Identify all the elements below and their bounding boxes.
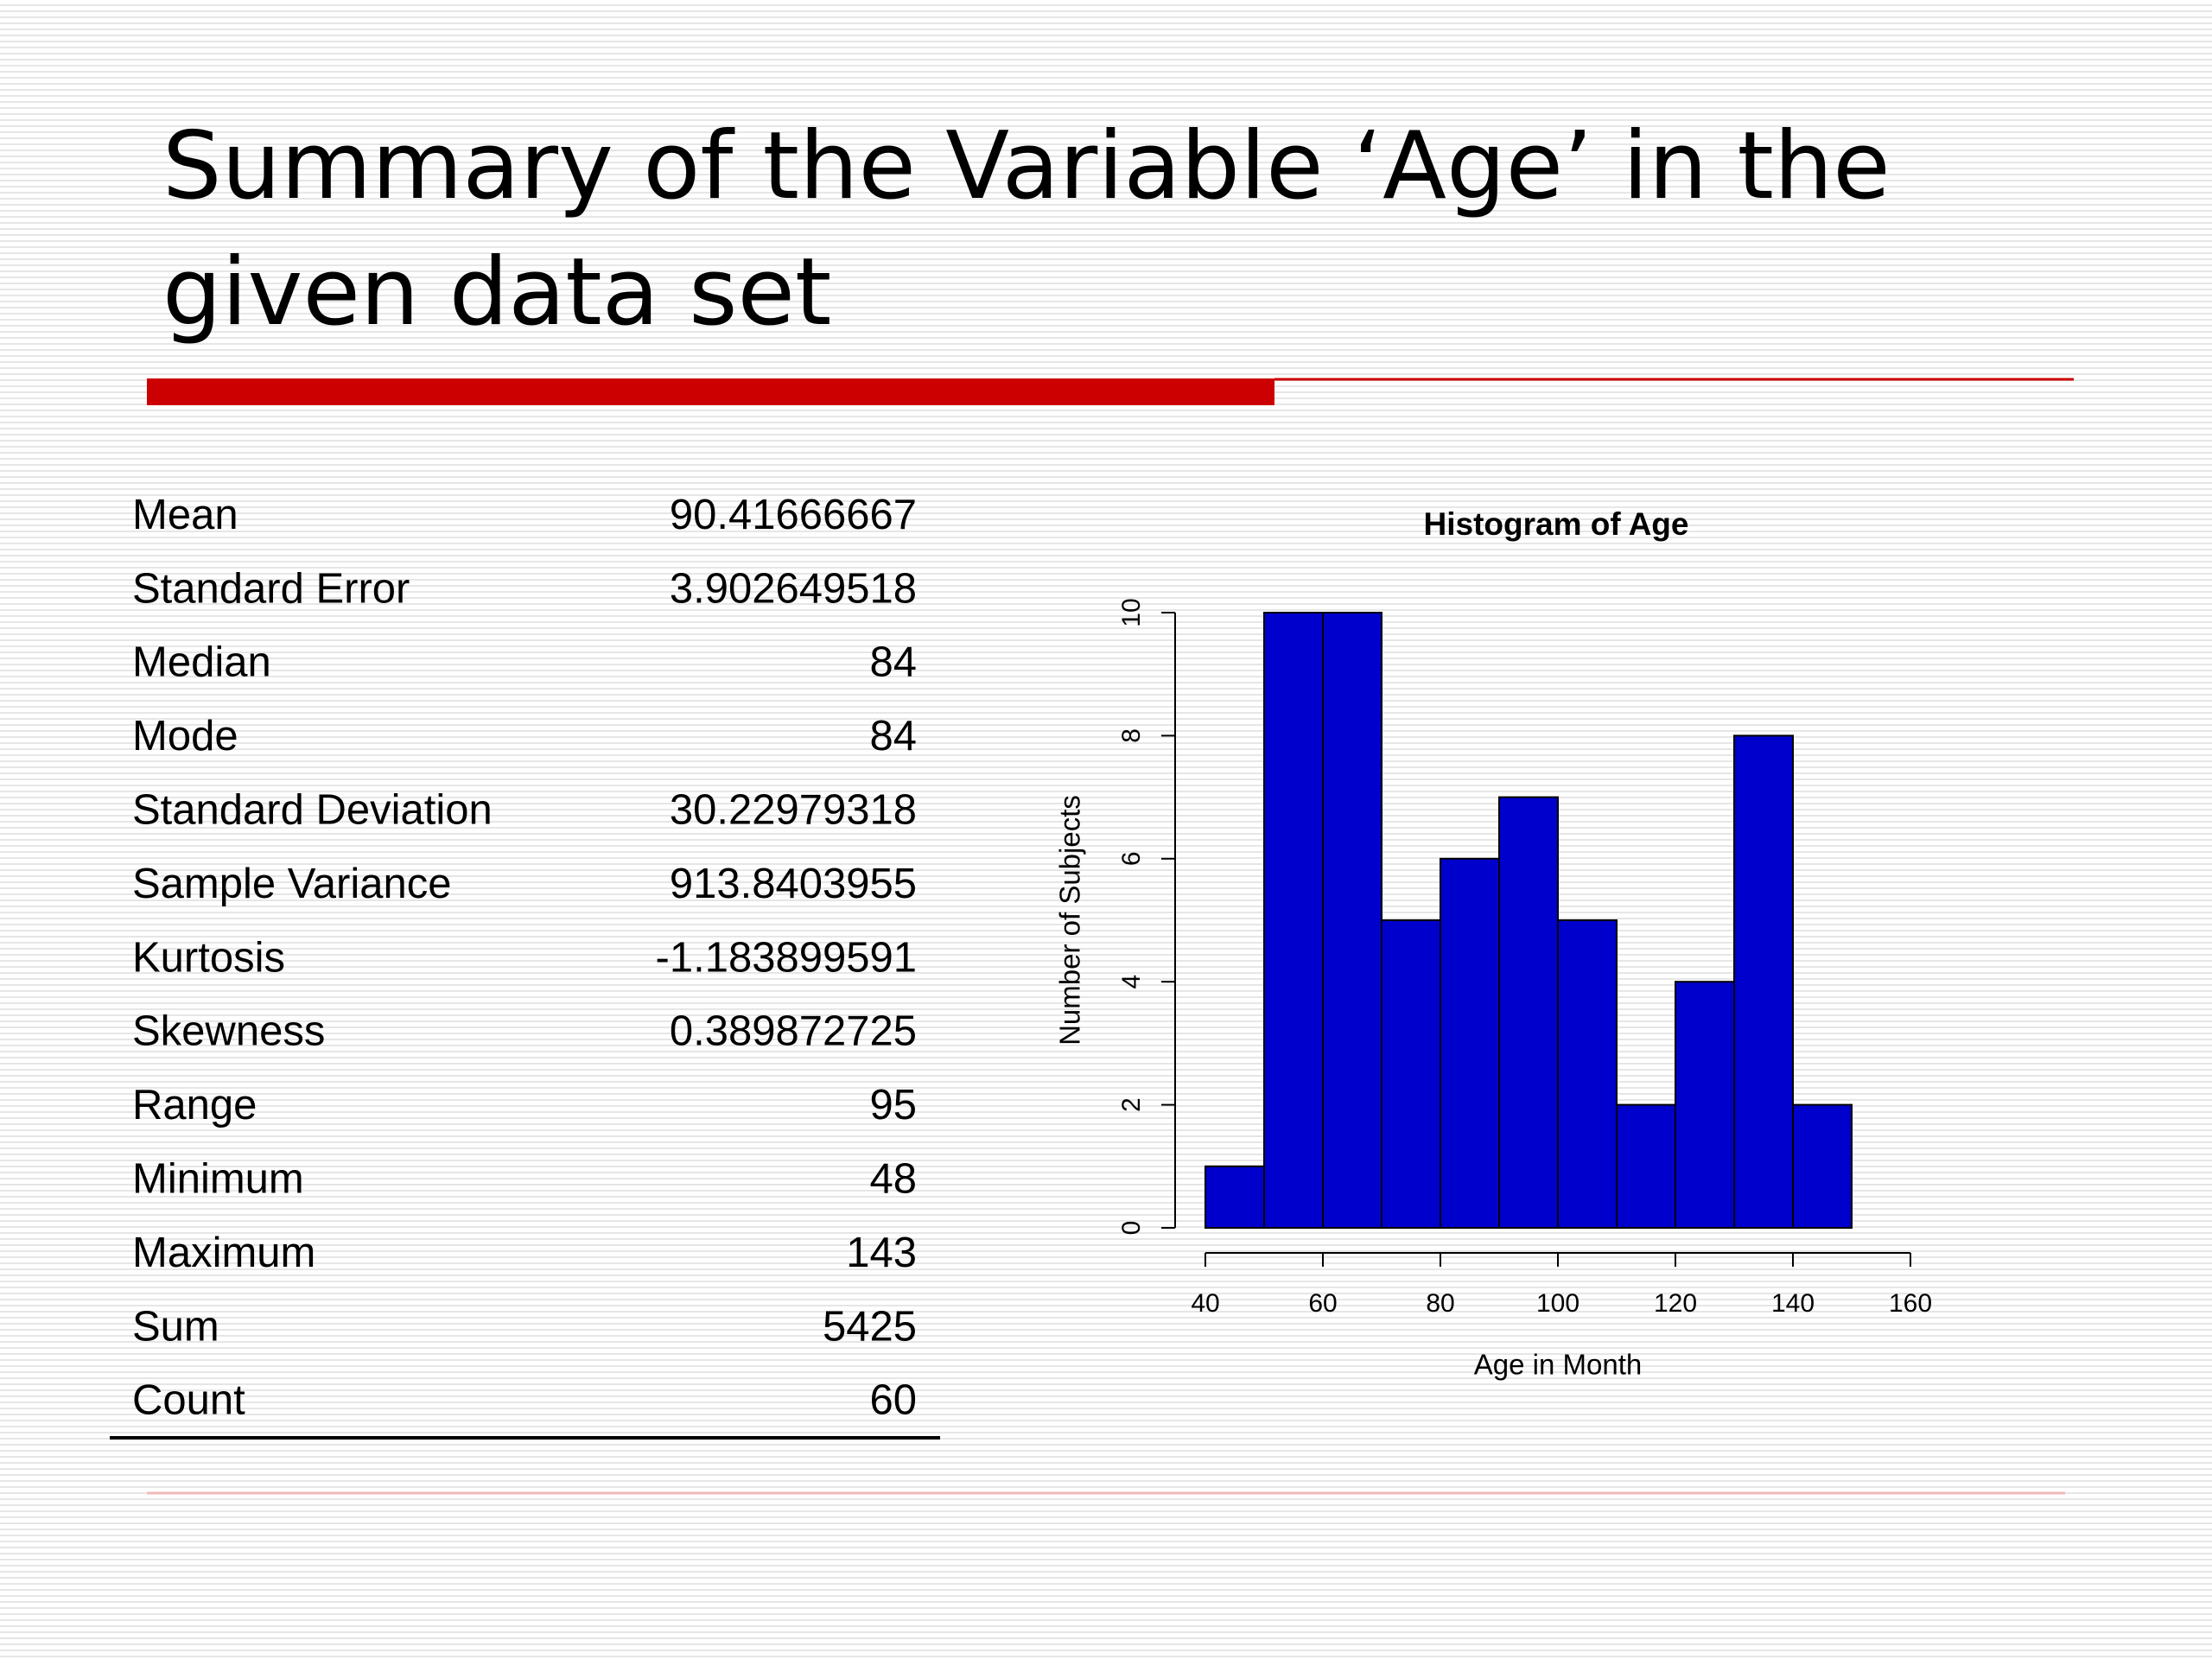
chart-title: Histogram of Age xyxy=(1424,506,1689,542)
row-label: Median xyxy=(132,639,271,686)
row-value: -1.183899591 xyxy=(656,934,917,981)
x-tick-label: 140 xyxy=(1771,1289,1815,1318)
row-label: Minimum xyxy=(132,1156,304,1203)
row-label: Kurtosis xyxy=(132,934,285,981)
y-axis-label: Number of Subjects xyxy=(1054,795,1086,1046)
bar xyxy=(1263,612,1324,1229)
row-value: 5425 xyxy=(823,1303,917,1350)
row-value: 48 xyxy=(869,1156,917,1203)
y-tick-label: 8 xyxy=(1117,728,1146,743)
row-label: Standard Error xyxy=(132,565,410,612)
row-value: 84 xyxy=(869,713,917,760)
x-tick-label: 40 xyxy=(1191,1289,1219,1318)
x-axis-label: Age in Month xyxy=(1474,1349,1642,1381)
row-value: 30.22979318 xyxy=(670,787,917,834)
row-value: 143 xyxy=(846,1230,917,1276)
bar xyxy=(1792,1103,1853,1229)
y-tick-label: 10 xyxy=(1117,598,1146,626)
row-label: Range xyxy=(132,1082,257,1128)
bar xyxy=(1381,919,1441,1229)
x-tick-label: 80 xyxy=(1426,1289,1454,1318)
row-value: 60 xyxy=(869,1377,917,1424)
bar xyxy=(1675,981,1735,1229)
row-label: Skewness xyxy=(132,1008,325,1055)
bar xyxy=(1557,919,1618,1229)
row-value: 95 xyxy=(869,1082,917,1128)
row-label: Sample Variance xyxy=(132,861,452,907)
row-label: Maximum xyxy=(132,1230,315,1276)
bar xyxy=(1733,734,1794,1229)
x-tick-label: 160 xyxy=(1889,1289,1932,1318)
row-value: 84 xyxy=(869,639,917,686)
row-value: 913.8403955 xyxy=(670,861,917,907)
y-tick-label: 4 xyxy=(1117,975,1146,989)
y-tick-label: 6 xyxy=(1117,851,1146,866)
bar xyxy=(1205,1165,1265,1230)
x-tick-label: 120 xyxy=(1654,1289,1697,1318)
row-value: 0.389872725 xyxy=(670,1008,917,1055)
row-label: Count xyxy=(132,1377,245,1424)
x-tick-label: 100 xyxy=(1536,1289,1580,1318)
row-label: Mean xyxy=(132,492,238,538)
row-value: 3.902649518 xyxy=(670,565,917,612)
y-tick-label: 2 xyxy=(1117,1097,1146,1112)
bar xyxy=(1616,1103,1676,1229)
bar xyxy=(1498,796,1559,1229)
x-tick-label: 60 xyxy=(1308,1289,1337,1318)
row-label: Sum xyxy=(132,1303,219,1350)
title-bar xyxy=(147,378,1274,405)
row-value: 90.41666667 xyxy=(670,492,917,538)
slide-title: Summary of the Variable ‘Age’ in the giv… xyxy=(162,112,1891,346)
bar xyxy=(1322,612,1382,1229)
bar xyxy=(1440,857,1500,1229)
row-label: Standard Deviation xyxy=(132,787,493,834)
row-label: Mode xyxy=(132,713,238,760)
y-tick-label: 0 xyxy=(1117,1221,1146,1236)
